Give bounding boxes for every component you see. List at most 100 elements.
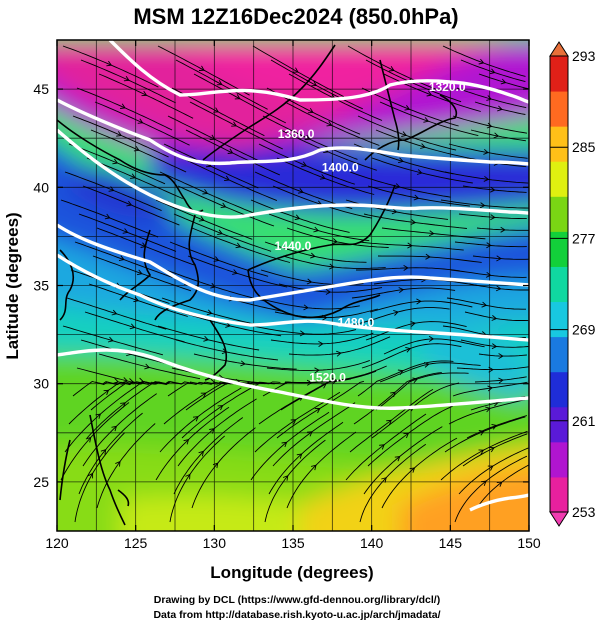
- colorbar-tick-label: 261: [572, 413, 596, 429]
- streamline-arrow: [416, 298, 422, 305]
- streamline-arrow: [206, 309, 213, 316]
- streamline-arrow: [299, 330, 306, 337]
- streamline-arrow: [235, 242, 242, 249]
- streamline-arrow: [294, 214, 301, 221]
- streamline-arrow: [381, 477, 387, 483]
- streamline-arrow: [282, 475, 289, 481]
- streamline-arrow: [217, 229, 223, 236]
- streamline-arrow: [212, 462, 219, 469]
- contour-label: 1520.0: [309, 371, 346, 385]
- streamline-arrow: [281, 441, 288, 448]
- streamline-arrow: [326, 120, 333, 127]
- streamline-arrow: [220, 202, 227, 209]
- streamline-arrow: [329, 263, 335, 270]
- streamline-arrow: [403, 432, 410, 439]
- streamline-arrow: [322, 314, 328, 321]
- streamline-arrow: [425, 253, 431, 260]
- streamline-arrow: [133, 296, 140, 303]
- colorbar-segment: [550, 336, 568, 373]
- streamline-arrow: [313, 226, 320, 233]
- streamline-arrow: [112, 158, 119, 165]
- wind-streamlines: [60, 45, 529, 523]
- colorbar-segment: [550, 266, 568, 303]
- streamline: [478, 73, 529, 90]
- streamline-arrow: [428, 335, 435, 342]
- y-tick-label: 45: [33, 81, 49, 97]
- streamline-arrow: [227, 148, 234, 154]
- streamline-arrow: [394, 455, 401, 462]
- streamline-arrow: [388, 66, 395, 72]
- streamline: [454, 455, 528, 523]
- colorbar-segment: [550, 56, 568, 92]
- x-axis-ticks: 120 125 130 135 140 145 150: [45, 40, 541, 551]
- streamline-arrow: [95, 413, 102, 419]
- streamline-arrow: [301, 161, 307, 167]
- streamline-arrow: [416, 169, 423, 175]
- y-tick-label: 30: [33, 376, 49, 392]
- credit-drawing: Drawing by DCL (https://www.gfd-dennou.o…: [154, 594, 440, 606]
- streamline-arrow: [130, 173, 136, 179]
- streamline-arrow: [319, 174, 326, 180]
- streamline-arrow: [498, 353, 504, 359]
- streamline-arrow: [491, 315, 498, 321]
- colorbar-tick-label: 285: [572, 139, 596, 155]
- streamline-arrow: [141, 90, 148, 97]
- colorbar-min-arrow: [549, 511, 569, 527]
- streamline-arrow: [232, 269, 238, 275]
- streamline-arrow: [307, 107, 314, 114]
- x-tick-label: 140: [360, 535, 384, 551]
- streamline-arrow: [122, 228, 129, 234]
- streamline: [474, 376, 527, 383]
- streamline-arrow: [310, 252, 316, 259]
- streamline-arrow: [107, 336, 114, 343]
- streamline-arrow: [500, 226, 506, 233]
- streamline: [460, 59, 526, 83]
- streamline-arrow: [325, 289, 332, 295]
- streamline-arrow: [297, 188, 304, 194]
- contour-label: 1320.0: [429, 80, 466, 94]
- contour-label: 1360.0: [278, 127, 315, 141]
- colorbar-tick-label: 293: [572, 48, 596, 64]
- streamline-arrow: [87, 472, 94, 479]
- streamline-arrow: [185, 473, 191, 480]
- streamline-arrow: [203, 335, 209, 342]
- streamline-arrow: [391, 208, 398, 215]
- streamline: [474, 101, 526, 115]
- colorbar-segment: [550, 231, 568, 267]
- streamline-arrow: [85, 436, 92, 443]
- streamline-arrow: [314, 408, 321, 414]
- streamline-arrow: [420, 143, 426, 149]
- streamline-arrow: [426, 90, 433, 97]
- streamline-arrow: [490, 214, 496, 221]
- streamline-arrow: [234, 94, 241, 100]
- streamline-arrow: [480, 480, 487, 486]
- streamline-arrow: [104, 213, 111, 220]
- x-axis-label: Longitude (degrees): [210, 563, 373, 582]
- streamline-arrow: [140, 242, 147, 248]
- streamline: [448, 398, 529, 425]
- streamline-arrow: [488, 366, 494, 373]
- streamline-arrow: [486, 122, 493, 129]
- streamline-arrow: [106, 60, 113, 67]
- streamline-arrow: [318, 341, 324, 347]
- x-tick-label: 130: [203, 535, 227, 551]
- streamline-arrow: [485, 406, 491, 413]
- streamline: [468, 283, 529, 291]
- streamline: [444, 171, 529, 184]
- streamline-arrow: [200, 392, 207, 398]
- streamline-arrow: [290, 419, 297, 425]
- streamline-arrow: [487, 385, 493, 392]
- streamline-arrow: [311, 80, 318, 87]
- streamline-arrow: [103, 389, 110, 396]
- streamline-arrow: [405, 346, 412, 353]
- colorbar-segment: [550, 161, 568, 197]
- streamline: [460, 339, 529, 348]
- streamline-arrow: [497, 105, 503, 112]
- streamline-arrow: [108, 186, 115, 192]
- contour-label: 1480.0: [338, 316, 375, 330]
- streamline-arrow: [198, 65, 205, 71]
- streamline-arrow: [310, 464, 317, 471]
- streamline-arrow: [496, 481, 503, 487]
- streamline-arrow: [116, 131, 122, 137]
- streamline: [452, 115, 528, 134]
